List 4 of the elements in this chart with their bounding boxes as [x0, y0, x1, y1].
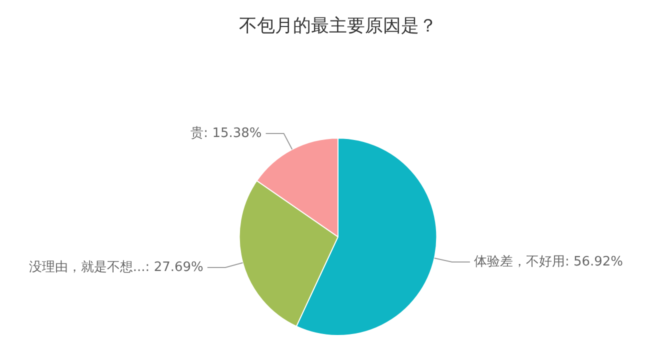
slice-label: 没理由，就是不想...: 27.69% — [28, 260, 204, 275]
slice-label: 贵: 15.38% — [190, 126, 262, 141]
slice-label: 体验差，不好用: 56.92% — [474, 254, 624, 270]
chart-title: 不包月的最主要原因是？ — [239, 15, 437, 36]
